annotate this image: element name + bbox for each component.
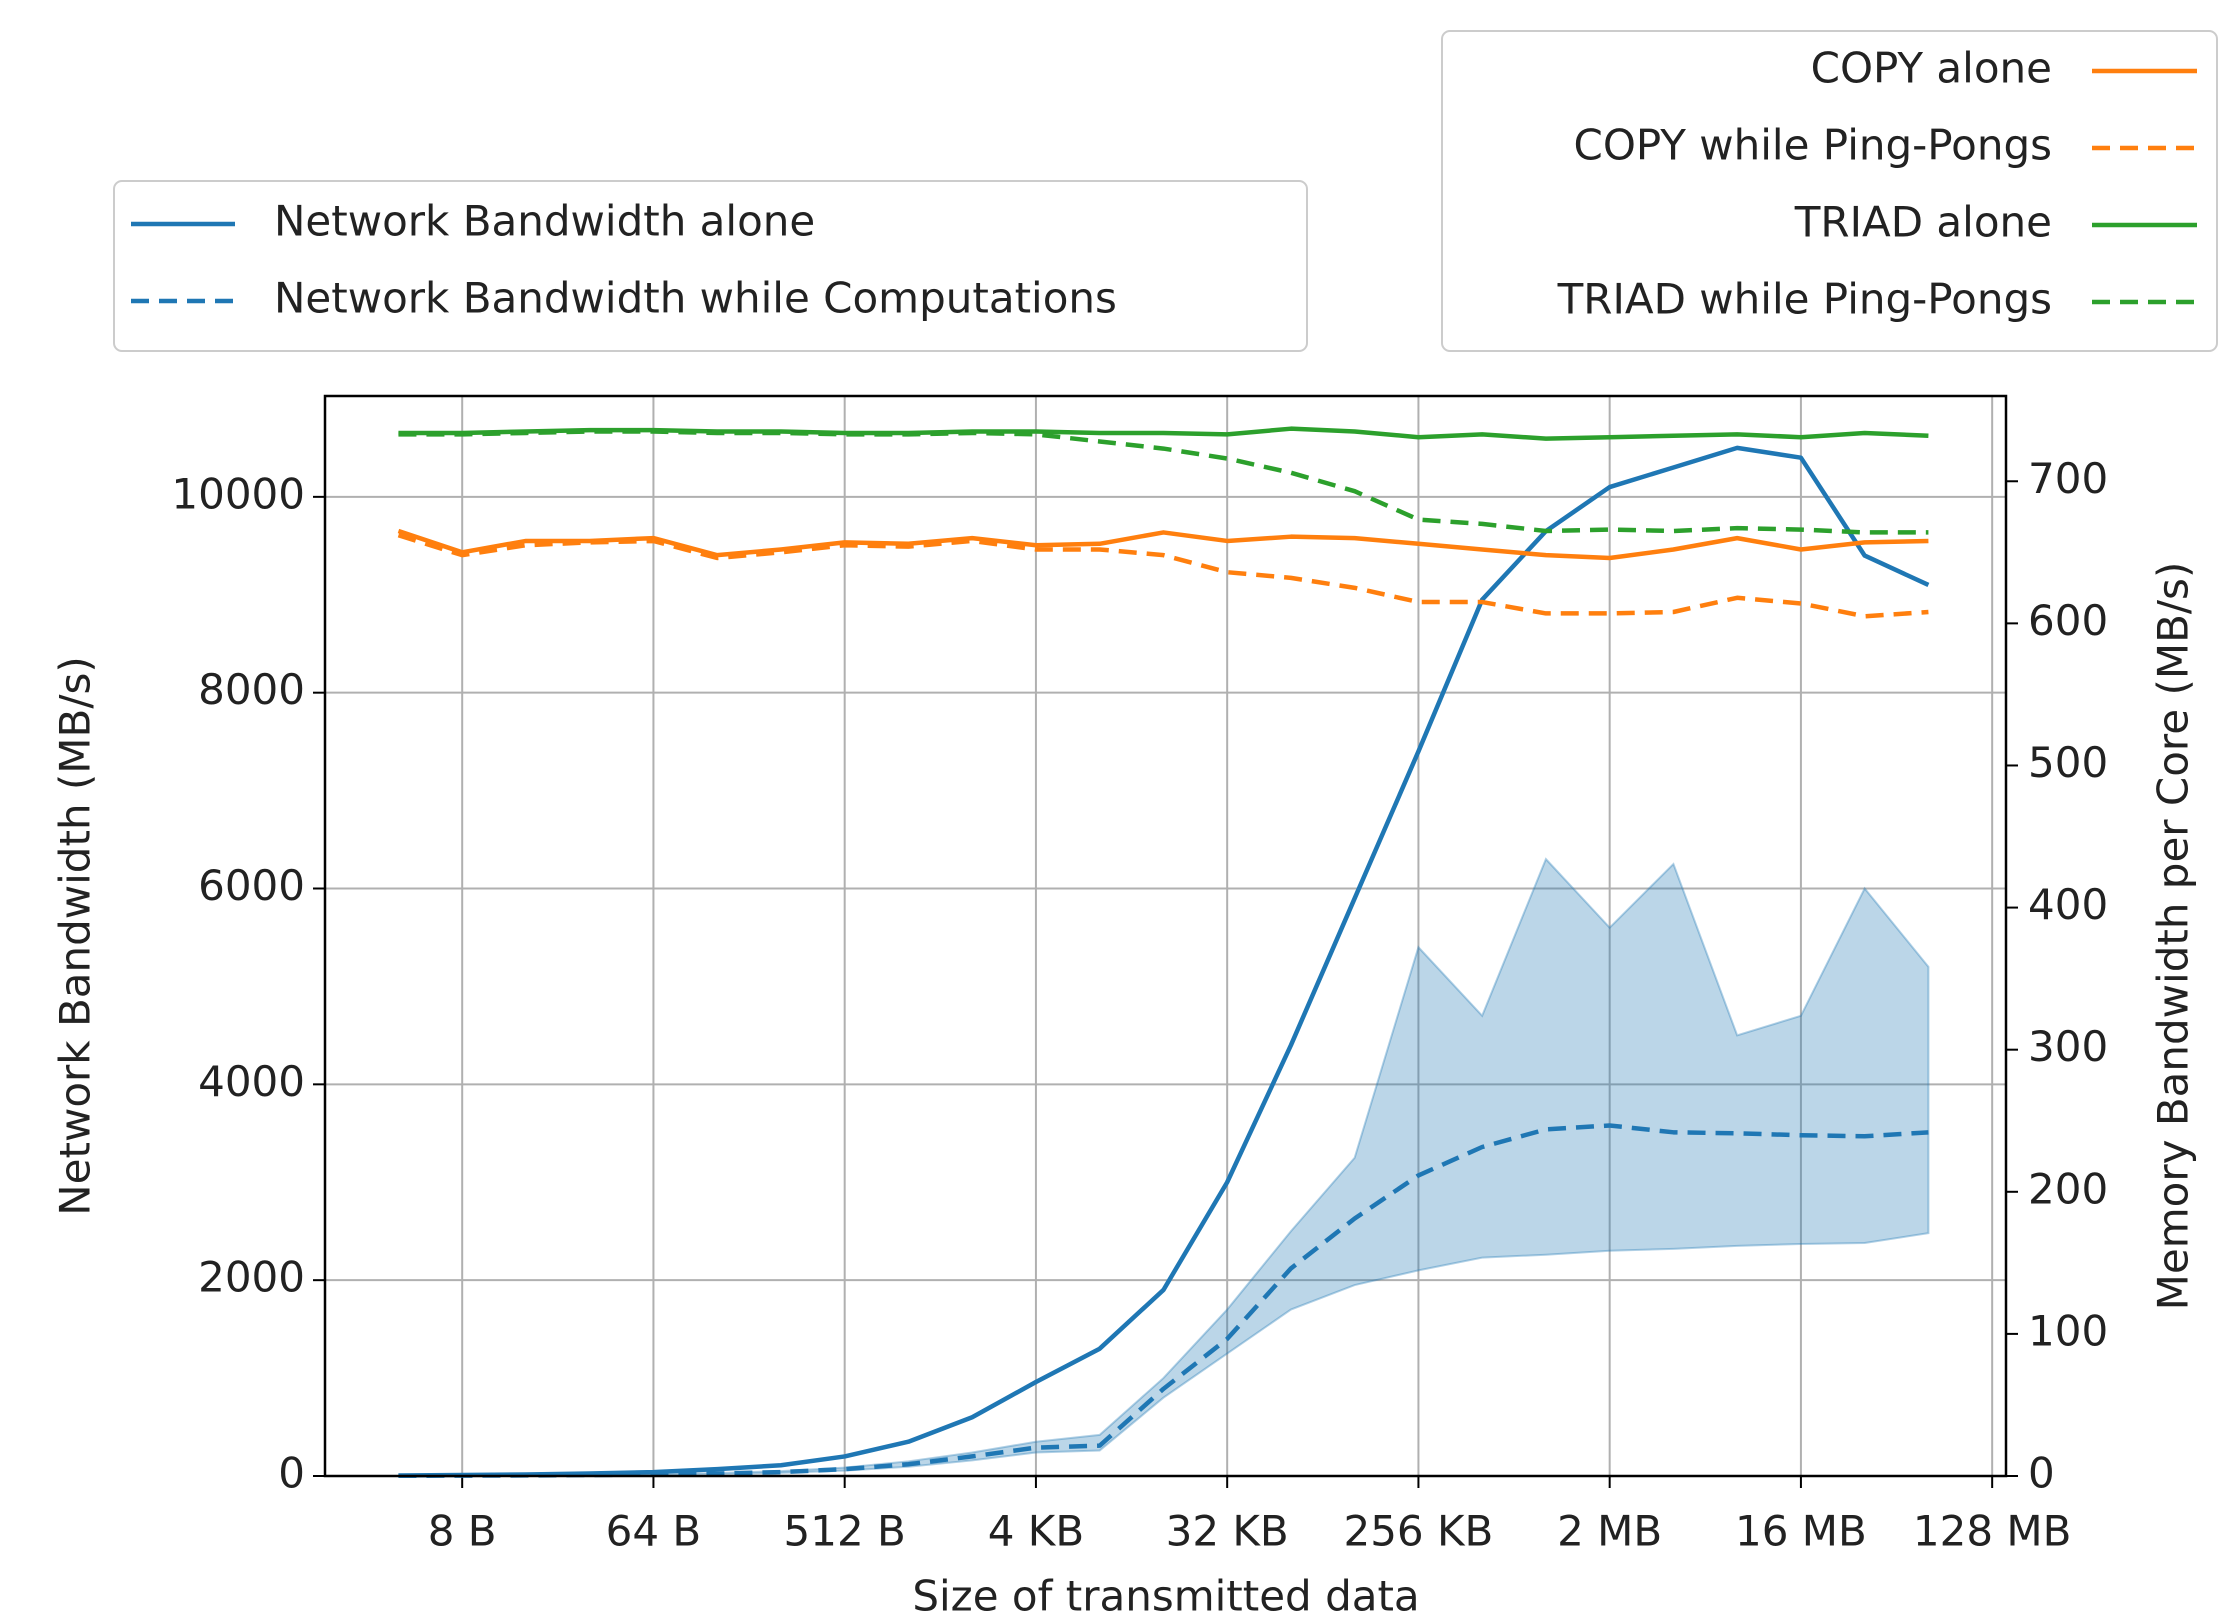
- legend-label: COPY while Ping-Pongs: [1574, 121, 2053, 170]
- legend-box: [113, 180, 1308, 352]
- y2-tick-label: 700: [2028, 454, 2108, 503]
- legend-label: Network Bandwidth while Computations: [274, 274, 1117, 323]
- y2-tick-label: 600: [2028, 596, 2108, 645]
- y-tick-label: 10000: [171, 469, 305, 518]
- x-tick-label: 256 KB: [1343, 1507, 1493, 1556]
- y-tick-label: 0: [278, 1449, 305, 1498]
- y2-tick-label: 300: [2028, 1022, 2108, 1071]
- plot-frame: [323, 394, 2008, 1478]
- y-tick-label: 8000: [198, 665, 305, 714]
- x-tick-label: 128 MB: [1913, 1507, 2072, 1556]
- legend-label: TRIAD alone: [1794, 198, 2052, 247]
- y2-tick-label: 0: [2028, 1449, 2055, 1498]
- x-axis-label: Size of transmitted data: [912, 1572, 1419, 1621]
- series-line: [398, 1123, 1929, 1479]
- series-line: [397, 533, 1929, 619]
- y2-axis-label: Memory Bandwidth per Core (MB/s): [2149, 562, 2198, 1311]
- y-axis-label: Network Bandwidth (MB/s): [51, 656, 100, 1216]
- x-tick-label: 2 MB: [1557, 1507, 1662, 1556]
- legend-label: Network Bandwidth alone: [274, 197, 815, 246]
- legend-label: TRIAD while Ping-Pongs: [1557, 275, 2052, 324]
- y2-tick-label: 200: [2028, 1164, 2108, 1213]
- series-line: [398, 445, 1930, 1478]
- y-tick-label: 4000: [198, 1057, 305, 1106]
- x-tick-label: 8 B: [428, 1507, 497, 1556]
- legend-box: [1441, 30, 2218, 352]
- y2-tick-label: 400: [2028, 880, 2108, 929]
- y2-tick-label: 500: [2028, 738, 2108, 787]
- x-tick-label: 4 KB: [988, 1507, 1084, 1556]
- y-tick-label: 6000: [198, 861, 305, 910]
- x-tick-label: 512 B: [784, 1507, 906, 1556]
- y2-tick-label: 100: [2028, 1306, 2108, 1355]
- x-tick-label: 16 MB: [1735, 1507, 1867, 1556]
- legend-label: COPY alone: [1811, 44, 2052, 93]
- y-tick-label: 2000: [198, 1253, 305, 1302]
- x-tick-label: 64 B: [606, 1507, 702, 1556]
- x-tick-label: 32 KB: [1166, 1507, 1289, 1556]
- confidence-band: [398, 857, 1930, 1477]
- series-line: [398, 429, 1929, 535]
- series-line: [397, 528, 1929, 561]
